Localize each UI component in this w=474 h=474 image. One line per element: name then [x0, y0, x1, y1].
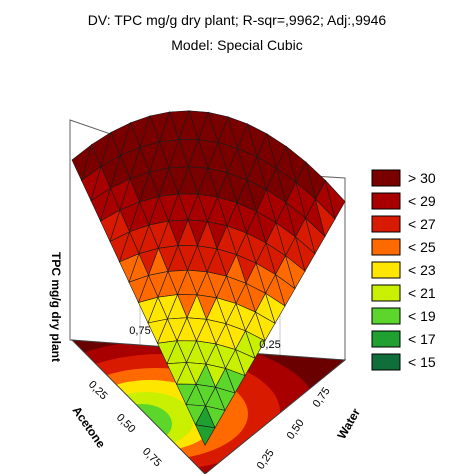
water-axis-label: Water — [334, 406, 363, 442]
legend-label-2: < 29 — [408, 193, 436, 209]
legend-swatch-6 — [371, 284, 401, 302]
acetone-tick-1: 0,25 — [86, 379, 110, 403]
surface-facet — [194, 424, 216, 446]
legend-swatch-3 — [371, 215, 401, 233]
legend-label-1: > 30 — [408, 170, 436, 186]
water-tick-2: 0,50 — [285, 417, 307, 441]
surface-facet — [325, 180, 346, 220]
legend-swatch-5 — [371, 261, 401, 279]
legend-swatch-4 — [371, 238, 401, 256]
legend: > 30 < 29 < 27 < 25 < 23 < 21 < 19 < 17 < 15 — [371, 169, 436, 371]
legend-label-3: < 27 — [408, 216, 436, 232]
acetone-axis-label: Acetone — [70, 404, 109, 451]
legend-swatch-2 — [371, 192, 401, 210]
legend-label-8: < 17 — [408, 331, 436, 347]
wall-tick-1: 0,75 — [129, 325, 150, 337]
legend-label-5: < 23 — [408, 262, 436, 278]
legend-label-4: < 25 — [408, 239, 436, 255]
legend-swatch-9 — [371, 353, 401, 371]
response-surface — [71, 109, 346, 446]
legend-label-9: < 15 — [408, 354, 436, 370]
legend-label-7: < 19 — [408, 308, 436, 324]
legend-label-6: < 21 — [408, 285, 436, 301]
water-tick-3: 0,25 — [255, 447, 277, 471]
legend-swatch-8 — [371, 330, 401, 348]
water-tick-1: 0,75 — [311, 385, 333, 409]
acetone-tick-3: 0,75 — [140, 446, 164, 470]
wall-tick-2: 0,25 — [259, 339, 280, 351]
legend-swatch-1 — [371, 169, 401, 187]
legend-swatch-7 — [371, 307, 401, 325]
z-axis-label: TPC mg/g dry plant — [49, 252, 63, 362]
chart-title: DV: TPC mg/g dry plant; R-sqr=,9962; Adj… — [88, 12, 387, 28]
acetone-tick-2: 0,50 — [114, 412, 138, 436]
chart-subtitle: Model: Special Cubic — [171, 37, 303, 53]
surface-facet — [314, 198, 336, 238]
